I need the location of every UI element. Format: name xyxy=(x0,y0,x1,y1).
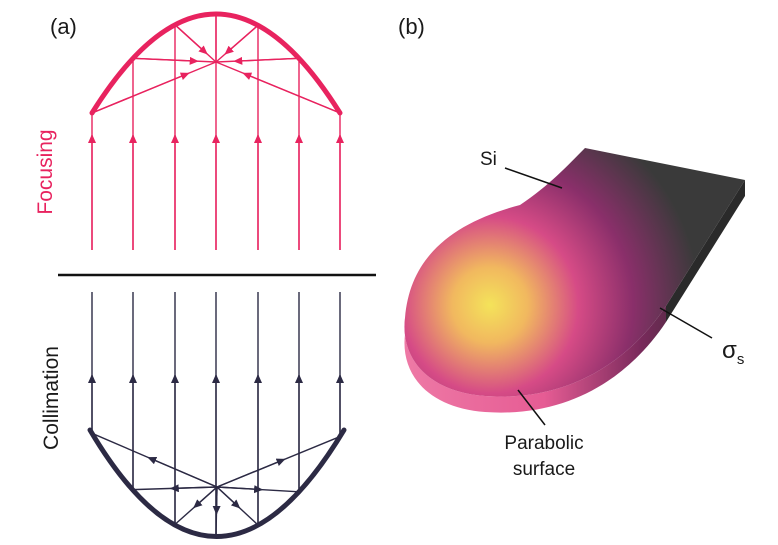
si-label: Si xyxy=(480,149,497,170)
sigma-leader-line xyxy=(659,307,713,339)
surface-leader-line xyxy=(517,389,546,426)
collim-source-arrow xyxy=(212,486,221,515)
collim-source-arrow xyxy=(216,485,264,494)
surface-label: surface xyxy=(513,459,575,480)
collimation-diagram xyxy=(87,292,347,539)
collimation-parabolic-mirror xyxy=(87,427,347,539)
parabolic-label: Parabolic xyxy=(504,433,583,454)
focusing-diagram xyxy=(88,11,344,250)
collim-source-arrow xyxy=(193,486,218,509)
collim-source-arrow xyxy=(216,458,286,488)
collim-source-arrow xyxy=(147,456,218,488)
focus-reflected-arrow xyxy=(91,72,190,114)
sigma-s-label: σs xyxy=(722,337,744,368)
si-leader-line xyxy=(504,167,563,189)
sigma-subscript: s xyxy=(737,351,745,368)
collim-source-arrow xyxy=(216,486,241,509)
panel-a-label: (a) xyxy=(50,14,77,39)
focus-reflected-arrow xyxy=(233,56,300,65)
focus-reflected-arrow xyxy=(224,24,259,55)
focusing-parabolic-mirror xyxy=(89,11,343,116)
focusing-label: Focusing xyxy=(34,129,57,214)
silicon-slab xyxy=(404,148,745,413)
collim-source-arrow xyxy=(169,484,218,493)
focus-reflected-arrow xyxy=(174,24,208,55)
sigma-symbol: σ xyxy=(722,337,737,364)
panel-b-label: (b) xyxy=(398,14,425,39)
collimation-label: Collimation xyxy=(40,346,63,450)
slab-side-face xyxy=(666,180,745,322)
focus-reflected-arrow xyxy=(242,72,341,114)
slab-top-face xyxy=(404,148,745,397)
focus-reflected-arrow xyxy=(132,56,199,65)
